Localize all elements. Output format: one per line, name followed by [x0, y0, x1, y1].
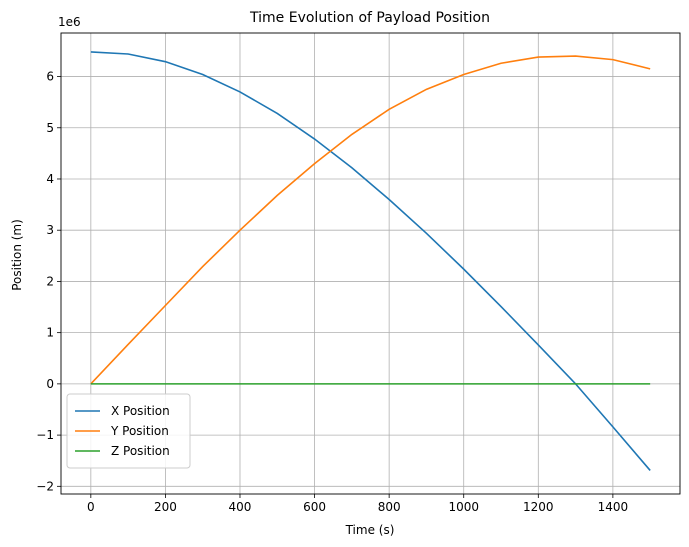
- y-tick-label: 0: [46, 377, 54, 391]
- y-tick-label: 4: [46, 172, 54, 186]
- y-tick-label: −1: [36, 428, 54, 442]
- y-axis-offset-label: 1e6: [58, 15, 81, 29]
- y-axis-label: Position (m): [10, 219, 24, 291]
- x-axis-label: Time (s): [345, 523, 395, 537]
- y-tick-label: 6: [46, 70, 54, 84]
- x-position-legend-label: X Position: [111, 404, 170, 418]
- x-tick-label: 1200: [523, 500, 554, 514]
- x-axis: 0 200 400 600 800 1000 1200 1400: [87, 494, 628, 514]
- chart-title: Time Evolution of Payload Position: [249, 10, 490, 26]
- y-axis: −2 −1 0 1 2 3 4 5 6: [36, 70, 61, 493]
- x-tick-label: 600: [303, 500, 326, 514]
- y-tick-label: 3: [46, 223, 54, 237]
- x-tick-label: 0: [87, 500, 95, 514]
- y-tick-label: −2: [36, 479, 54, 493]
- x-tick-label: 1400: [598, 500, 629, 514]
- x-tick-label: 1000: [448, 500, 479, 514]
- y-tick-label: 5: [46, 121, 54, 135]
- series-lines: [90, 51, 651, 471]
- x-tick-label: 200: [154, 500, 177, 514]
- z-position-legend-label: Z Position: [111, 444, 170, 458]
- y-tick-label: 2: [46, 274, 54, 288]
- y-position-series-line: [90, 55, 651, 385]
- legend: X Position Y Position Z Position: [66, 393, 191, 469]
- y-tick-label: 1: [46, 326, 54, 340]
- legend-box: [66, 393, 191, 469]
- y-position-legend-label: Y Position: [110, 424, 169, 438]
- x-tick-label: 400: [229, 500, 252, 514]
- x-tick-label: 800: [378, 500, 401, 514]
- plot-frame: [60, 32, 681, 495]
- x-position-series-line: [90, 51, 651, 471]
